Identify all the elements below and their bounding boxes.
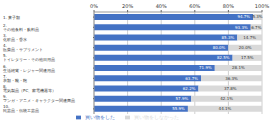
html-text:3.: 3. [3, 32, 7, 38]
html-text:2.: 2. [3, 22, 7, 28]
svg-text:6.7%: 6.7% [251, 25, 261, 30]
svg-text:44.1%: 44.1% [219, 106, 232, 111]
html-text:7.: 7. [3, 73, 7, 79]
svg-text:93.3%: 93.3% [235, 25, 248, 30]
svg-text:7.衣類・靴・鞄: 7.衣類・靴・鞄 [8, 74, 27, 83]
svg-text:5.トイレタリー・その他日用品: 5.トイレタリー・その他日用品 [8, 53, 55, 62]
svg-text:80.0%: 80.0% [213, 45, 226, 50]
svg-text:100%: 100% [255, 3, 262, 9]
html-text:9.: 9. [3, 94, 7, 100]
svg-text:9.マンガ・アニメ・キャラクター関連商品: 9.マンガ・アニメ・キャラクター関連商品 [8, 94, 75, 103]
html-text:買い物をした: 買い物をした [84, 114, 115, 120]
html-text:6.: 6. [3, 63, 7, 69]
svg-text:5.3%: 5.3% [252, 14, 262, 19]
svg-text:42.1%: 42.1% [220, 96, 233, 101]
svg-text:36.3%: 36.3% [225, 76, 238, 81]
svg-text:3.化粧品・香水: 3.化粧品・香水 [8, 33, 27, 42]
svg-text:2.その他食料・飲料品: 2.その他食料・飲料品 [8, 23, 39, 32]
html-text:4.: 4. [3, 43, 7, 49]
svg-text:71.9%: 71.9% [199, 65, 212, 70]
html-text:8.: 8. [3, 83, 7, 89]
svg-text:6.生活雑貨・レジャー関連用品: 6.生活雑貨・レジャー関連用品 [8, 64, 55, 73]
svg-text:28.1%: 28.1% [232, 65, 245, 70]
svg-text:85.3%: 85.3% [222, 35, 235, 40]
svg-text:63.7%: 63.7% [185, 76, 198, 81]
svg-text:1. 菓子類: 1. 菓子類 [8, 15, 20, 20]
svg-text:55.9%: 55.9% [172, 106, 185, 111]
svg-text:82.5%: 82.5% [217, 55, 230, 60]
svg-text:20.0%: 20.0% [239, 45, 252, 50]
svg-text:80%: 80% [223, 3, 234, 9]
svg-text:60%: 60% [189, 3, 200, 9]
svg-text:14.7%: 14.7% [243, 35, 256, 40]
svg-text:8.電気製品（PC、家電機器等）: 8.電気製品（PC、家電機器等） [8, 84, 56, 93]
svg-text:0%: 0% [90, 3, 98, 9]
svg-text:4.医薬品・サプリメント: 4.医薬品・サプリメント [8, 43, 43, 52]
svg-text:20%: 20% [122, 3, 133, 9]
html-text:買い物をしなかった: 買い物をしなかった [133, 114, 179, 120]
svg-text:37.8%: 37.8% [224, 86, 237, 91]
svg-text:17.5%: 17.5% [241, 55, 254, 60]
svg-text:40%: 40% [156, 3, 167, 9]
html-text:5.: 5. [3, 53, 7, 59]
svg-text:57.9%: 57.9% [176, 96, 189, 101]
html-text:10.: 10. [3, 104, 10, 110]
svg-text:94.7%: 94.7% [237, 14, 250, 19]
svg-text:10.民芸品・伝統工芸品: 10.民芸品・伝統工芸品 [8, 104, 39, 113]
svg-text:62.2%: 62.2% [183, 86, 196, 91]
